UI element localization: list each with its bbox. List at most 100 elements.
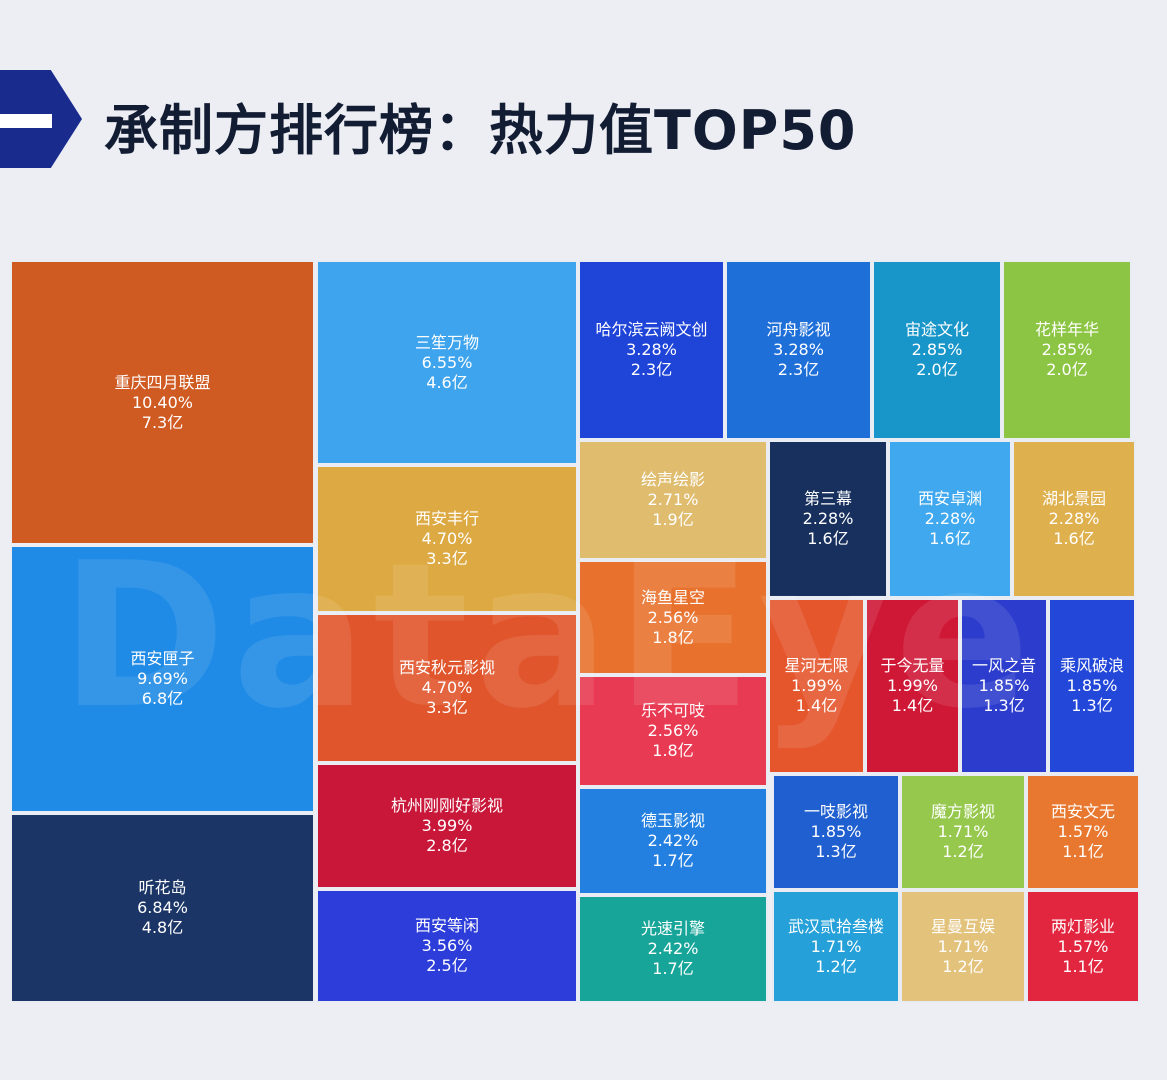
cell-share: 2.28% — [924, 509, 976, 528]
cell-value: 1.4亿 — [891, 696, 934, 715]
cell-share: 2.56% — [647, 607, 699, 627]
treemap-cell: 光速引擎 2.42% 1.7亿 — [578, 895, 768, 1003]
cell-share: 10.40% — [131, 392, 193, 412]
cell-name: 一吱影视 — [803, 802, 868, 821]
cell-value: 1.7亿 — [652, 851, 694, 870]
cell-value: 4.6亿 — [426, 372, 468, 392]
cell-value: 1.3亿 — [983, 696, 1025, 715]
cell-value: 4.8亿 — [141, 918, 184, 937]
cell-value: 6.8亿 — [141, 689, 184, 708]
cell-name: 一风之音 — [971, 656, 1036, 675]
cell-name: 西安匣子 — [130, 649, 195, 668]
cell-share: 3.56% — [421, 936, 473, 955]
cell-share: 3.28% — [626, 340, 677, 359]
treemap-cell: 德玉影视 2.42% 1.7亿 — [578, 787, 768, 895]
treemap-cell: 两灯影业 1.57% 1.1亿 — [1026, 890, 1140, 1003]
treemap-cell: 宙途文化 2.85% 2.0亿 — [872, 260, 1002, 440]
cell-share: 1.71% — [810, 936, 862, 956]
cell-share: 1.85% — [810, 822, 862, 841]
cell-name: 湖北景园 — [1041, 489, 1106, 508]
cell-share: 2.42% — [647, 831, 699, 850]
treemap-cell: 湖北景园 2.28% 1.6亿 — [1012, 440, 1136, 598]
cell-value: 2.0亿 — [916, 360, 958, 379]
cell-value: 3.3亿 — [426, 698, 468, 717]
cell-name: 西安文无 — [1050, 802, 1115, 821]
cell-share: 3.99% — [421, 816, 473, 835]
treemap-cell: 星河无限 1.99% 1.4亿 — [768, 598, 865, 774]
cell-share: 2.28% — [802, 509, 854, 528]
cell-share: 6.55% — [421, 352, 473, 372]
treemap-cell: 西安卓渊 2.28% 1.6亿 — [888, 440, 1012, 598]
treemap-cell: 西安等闲 3.56% 2.5亿 — [316, 889, 578, 1003]
cell-share: 1.71% — [937, 822, 989, 841]
cell-value: 1.9亿 — [652, 510, 694, 529]
cell-name: 河舟影视 — [766, 320, 831, 339]
treemap-cell: 海鱼星空 2.56% 1.8亿 — [578, 560, 768, 675]
cell-name: 西安等闲 — [414, 916, 479, 935]
cell-value: 1.7亿 — [652, 959, 694, 978]
cell-value: 2.5亿 — [426, 956, 468, 975]
treemap-cell: 哈尔滨云阙文创 3.28% 2.3亿 — [578, 260, 725, 440]
cell-value: 1.2亿 — [942, 842, 984, 861]
cell-share: 6.84% — [137, 898, 188, 917]
page-title: 承制方排行榜：热力值TOP50 — [104, 99, 857, 162]
cell-name: 花样年华 — [1034, 320, 1099, 339]
cell-share: 2.42% — [647, 939, 699, 958]
treemap-cell: 一吱影视 1.85% 1.3亿 — [772, 774, 900, 890]
cell-value: 1.2亿 — [942, 956, 984, 976]
cell-value: 1.6亿 — [807, 529, 849, 548]
cell-name: 西安卓渊 — [917, 489, 982, 508]
cell-share: 1.99% — [887, 676, 938, 695]
treemap-cell: 绘声绘影 2.71% 1.9亿 — [578, 440, 768, 560]
cell-share: 1.85% — [1066, 676, 1118, 695]
cell-name: 乘风破浪 — [1059, 656, 1124, 675]
cell-name: 哈尔滨云阙文创 — [595, 320, 708, 339]
treemap-cell: 花样年华 2.85% 2.0亿 — [1002, 260, 1132, 440]
cell-value: 1.2亿 — [815, 956, 857, 976]
cell-value: 3.3亿 — [426, 549, 468, 568]
treemap-cell: 乐不可吱 2.56% 1.8亿 — [578, 675, 768, 787]
cell-value: 1.3亿 — [1071, 696, 1113, 715]
cell-name: 德玉影视 — [640, 811, 705, 830]
cell-name: 光速引擎 — [640, 919, 705, 938]
cell-name: 于今无量 — [880, 656, 945, 675]
treemap-cell: 西安文无 1.57% 1.1亿 — [1026, 774, 1140, 890]
cell-share: 2.85% — [911, 340, 963, 359]
cell-value: 7.3亿 — [141, 412, 184, 432]
cell-share: 1.99% — [791, 676, 842, 695]
cell-value: 1.6亿 — [929, 529, 971, 548]
section-badge-bar — [0, 114, 52, 128]
cell-share: 4.70% — [421, 529, 473, 548]
cell-share: 3.28% — [773, 340, 824, 359]
cell-share: 2.28% — [1048, 509, 1100, 528]
cell-name: 武汉贰拾叁楼 — [787, 916, 884, 936]
treemap-cell: 于今无量 1.99% 1.4亿 — [865, 598, 960, 774]
treemap-cell: 听花岛 6.84% 4.8亿 — [10, 813, 315, 1003]
treemap-cell: 西安丰行 4.70% 3.3亿 — [316, 465, 578, 613]
cell-name: 杭州刚刚好影视 — [390, 796, 503, 815]
cell-value: 1.4亿 — [795, 696, 838, 715]
cell-name: 听花岛 — [138, 878, 187, 897]
treemap-cell: 三笙万物 6.55% 4.6亿 — [316, 260, 578, 465]
cell-name: 两灯影业 — [1050, 916, 1115, 936]
cell-value: 1.8亿 — [652, 627, 694, 647]
cell-name: 绘声绘影 — [640, 470, 705, 489]
cell-value: 1.6亿 — [1053, 529, 1095, 548]
treemap-cell: 西安匣子 9.69% 6.8亿 — [10, 545, 315, 813]
cell-value: 1.1亿 — [1062, 956, 1104, 976]
cell-value: 2.3亿 — [777, 360, 820, 379]
cell-share: 4.70% — [421, 678, 473, 697]
cell-share: 2.85% — [1041, 340, 1093, 359]
cell-share: 9.69% — [137, 669, 188, 688]
treemap-cell: 杭州刚刚好影视 3.99% 2.8亿 — [316, 763, 578, 889]
treemap-cell: 星曼互娱 1.71% 1.2亿 — [900, 890, 1026, 1003]
cell-name: 星河无限 — [784, 656, 849, 675]
cell-share: 1.71% — [937, 936, 989, 956]
cell-share: 1.85% — [978, 676, 1030, 695]
treemap-cell: 魔方影视 1.71% 1.2亿 — [900, 774, 1026, 890]
cell-name: 三笙万物 — [414, 332, 479, 352]
treemap-cell: 河舟影视 3.28% 2.3亿 — [725, 260, 872, 440]
cell-name: 星曼互娱 — [930, 916, 995, 936]
cell-value: 1.3亿 — [815, 842, 857, 861]
